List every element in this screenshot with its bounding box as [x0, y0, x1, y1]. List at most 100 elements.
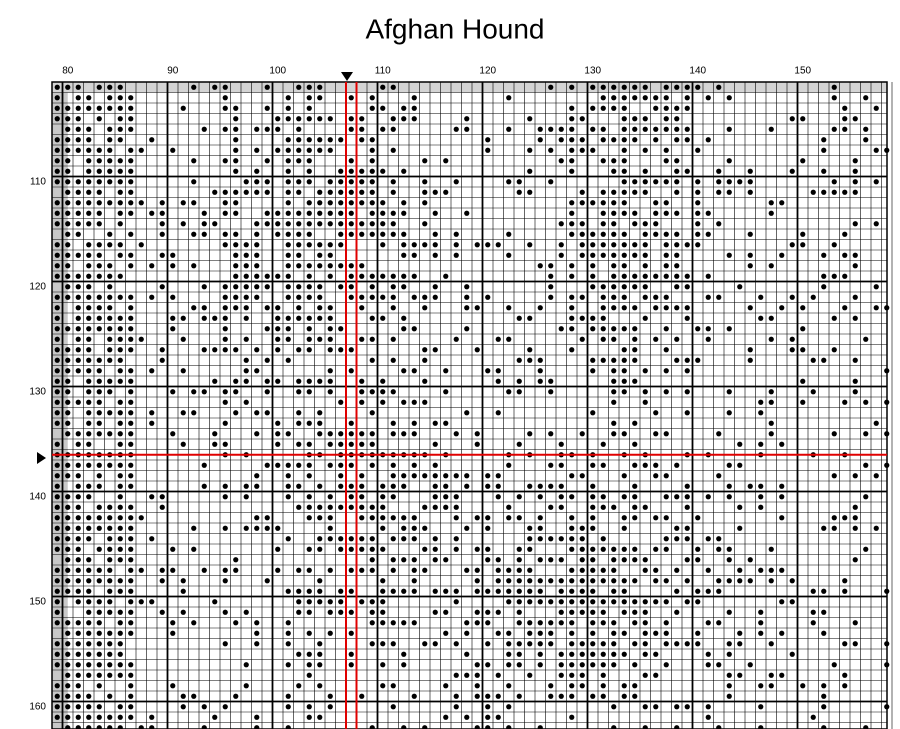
stitch: [54, 546, 60, 552]
stitch: [243, 252, 249, 258]
stitch: [590, 84, 596, 90]
stitch: [726, 179, 732, 185]
stitch: [54, 504, 60, 510]
stitch: [705, 494, 711, 500]
stitch: [306, 662, 312, 668]
stitch: [674, 609, 680, 615]
stitch: [369, 557, 375, 563]
stitch: [831, 95, 837, 101]
stitch: [117, 483, 123, 489]
stitch: [485, 368, 491, 374]
stitch: [422, 189, 428, 195]
stitch: [327, 525, 333, 531]
stitch: [632, 662, 638, 668]
stitch: [128, 536, 134, 542]
stitch: [317, 210, 323, 216]
stitch: [201, 462, 207, 468]
stitch: [789, 578, 795, 584]
stitch: [128, 336, 134, 342]
stitch: [327, 336, 333, 342]
stitch: [65, 368, 71, 374]
stitch: [726, 252, 732, 258]
stitch: [674, 536, 680, 542]
stitch: [317, 147, 323, 153]
stitch: [369, 504, 375, 510]
stitch: [180, 200, 186, 206]
stitch: [159, 567, 165, 573]
stitch: [621, 273, 627, 279]
stitch: [579, 651, 585, 657]
stitch: [800, 242, 806, 248]
stitch: [747, 557, 753, 563]
stitch: [390, 420, 396, 426]
stitch: [537, 126, 543, 132]
stitch: [527, 641, 533, 647]
stitch: [327, 378, 333, 384]
stitch: [548, 273, 554, 279]
stitch: [138, 725, 144, 729]
stitch: [54, 137, 60, 143]
stitch: [632, 609, 638, 615]
stitch: [663, 326, 669, 332]
stitch: [128, 567, 134, 573]
stitch: [663, 536, 669, 542]
stitch: [306, 116, 312, 122]
stitch: [75, 714, 81, 720]
stitch: [65, 620, 71, 626]
stitch: [621, 557, 627, 563]
stitch: [537, 483, 543, 489]
stitch: [107, 431, 113, 437]
stitch: [569, 168, 575, 174]
stitch: [569, 221, 575, 227]
stitch: [852, 158, 858, 164]
stitch: [159, 210, 165, 216]
stitch: [117, 557, 123, 563]
stitch: [222, 326, 228, 332]
stitch: [65, 683, 71, 689]
stitch: [537, 620, 543, 626]
stitch: [684, 357, 690, 363]
stitch: [401, 557, 407, 563]
stitch: [75, 336, 81, 342]
stitch: [264, 221, 270, 227]
stitch: [842, 672, 848, 678]
stitch: [852, 179, 858, 185]
stitch: [390, 588, 396, 594]
stitch: [117, 158, 123, 164]
stitch: [65, 294, 71, 300]
stitch: [863, 725, 869, 729]
stitch: [579, 294, 585, 300]
stitch: [86, 242, 92, 248]
stitch: [285, 105, 291, 111]
stitch: [380, 399, 386, 405]
stitch: [485, 704, 491, 710]
stitch: [275, 231, 281, 237]
stitch: [233, 389, 239, 395]
stitch: [285, 326, 291, 332]
stitch: [621, 179, 627, 185]
stitch: [768, 420, 774, 426]
stitch: [222, 284, 228, 290]
stitch: [705, 651, 711, 657]
stitch: [296, 294, 302, 300]
stitch: [411, 116, 417, 122]
stitch: [401, 326, 407, 332]
stitch: [663, 105, 669, 111]
stitch: [296, 420, 302, 426]
stitch: [107, 462, 113, 468]
stitch: [338, 137, 344, 143]
stitch: [443, 588, 449, 594]
stitch: [149, 420, 155, 426]
stitch: [117, 473, 123, 479]
stitch: [117, 399, 123, 405]
stitch: [684, 105, 690, 111]
stitch: [821, 630, 827, 636]
stitch: [684, 483, 690, 489]
stitch: [842, 515, 848, 521]
stitch: [222, 189, 228, 195]
stitch: [96, 84, 102, 90]
stitch: [789, 242, 795, 248]
stitch: [495, 567, 501, 573]
stitch: [632, 557, 638, 563]
stitch: [411, 242, 417, 248]
